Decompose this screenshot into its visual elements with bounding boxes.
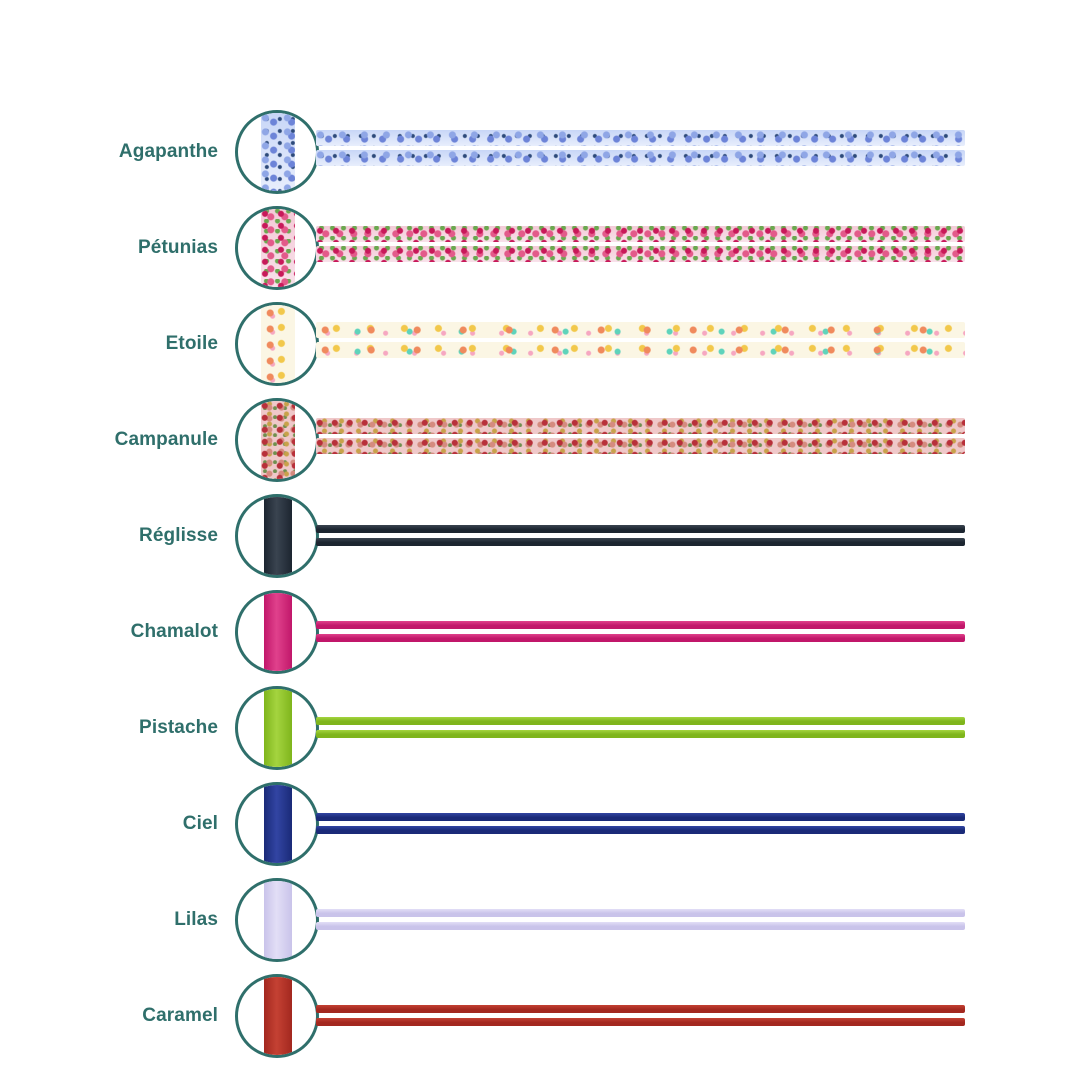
swatch-row-pistache: Pistache <box>0 686 1080 770</box>
swatch-row-lilas: Lilas <box>0 878 1080 962</box>
strand-bottom <box>316 150 965 166</box>
swatch-row-reglisse: Réglisse <box>0 494 1080 578</box>
swatch-row-caramel: Caramel <box>0 974 1080 1058</box>
swatch-row-petunias: Pétunias <box>0 206 1080 290</box>
swatch-circle <box>235 878 319 962</box>
strand-top <box>316 226 965 242</box>
strand-top <box>316 525 965 533</box>
swatch-sample <box>261 305 295 383</box>
strand-bottom <box>316 246 965 262</box>
strand-top <box>316 909 965 917</box>
swatch-sample <box>264 785 292 863</box>
swatch-sample <box>264 593 292 671</box>
swatch-label: Pistache <box>139 717 218 738</box>
swatch-sample <box>264 881 292 959</box>
swatch-sample <box>264 497 292 575</box>
swatch-row-campanule: Campanule <box>0 398 1080 482</box>
strand-bottom <box>316 730 965 738</box>
swatch-circle <box>235 206 319 290</box>
strand-top <box>316 322 965 338</box>
swatch-label: Ciel <box>182 813 218 834</box>
strand-bottom <box>316 826 965 834</box>
swatch-label: Réglisse <box>139 525 218 546</box>
strand-bottom <box>316 634 965 642</box>
strand-bottom <box>316 1018 965 1026</box>
strand-top <box>316 621 965 629</box>
swatch-label: Etoile <box>165 333 218 354</box>
swatch-label: Caramel <box>142 1005 218 1026</box>
strand-bottom <box>316 438 965 454</box>
strand-top <box>316 717 965 725</box>
swatch-label: Pétunias <box>138 237 218 258</box>
swatch-label: Campanule <box>114 429 218 450</box>
strand-top <box>316 418 965 434</box>
swatch-sample <box>261 209 295 287</box>
strand-top <box>316 813 965 821</box>
swatch-label: Agapanthe <box>118 141 218 162</box>
swatch-sample <box>264 977 292 1055</box>
strand-top <box>316 130 965 146</box>
swatch-circle <box>235 686 319 770</box>
swatch-circle <box>235 494 319 578</box>
swatch-circle <box>235 110 319 194</box>
swatch-circle <box>235 398 319 482</box>
swatch-row-chamalot: Chamalot <box>0 590 1080 674</box>
swatch-label: Chamalot <box>130 621 218 642</box>
swatch-label: Lilas <box>174 909 218 930</box>
swatch-circle <box>235 782 319 866</box>
strand-bottom <box>316 538 965 546</box>
strand-bottom <box>316 342 965 358</box>
strand-bottom <box>316 922 965 930</box>
swatch-sample <box>261 113 295 191</box>
swatch-sample <box>264 689 292 767</box>
swatch-circle <box>235 974 319 1058</box>
strand-top <box>316 1005 965 1013</box>
swatch-sample <box>261 401 295 479</box>
swatch-circle <box>235 302 319 386</box>
swatch-row-agapanthe: Agapanthe <box>0 110 1080 194</box>
swatch-circle <box>235 590 319 674</box>
swatch-row-ciel: Ciel <box>0 782 1080 866</box>
swatch-row-etoile: Etoile <box>0 302 1080 386</box>
